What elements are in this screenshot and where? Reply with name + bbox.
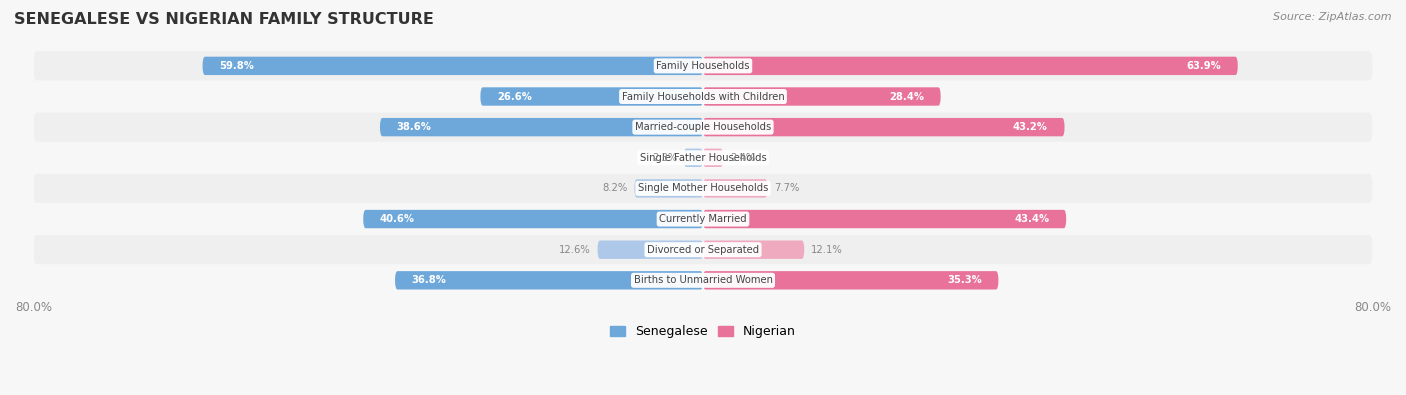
FancyBboxPatch shape [703,210,1066,228]
Text: 12.1%: 12.1% [811,245,842,255]
Text: 35.3%: 35.3% [946,275,981,285]
Text: Family Households with Children: Family Households with Children [621,92,785,102]
Text: Married-couple Households: Married-couple Households [636,122,770,132]
Text: Single Mother Households: Single Mother Households [638,183,768,194]
Text: SENEGALESE VS NIGERIAN FAMILY STRUCTURE: SENEGALESE VS NIGERIAN FAMILY STRUCTURE [14,12,434,27]
Legend: Senegalese, Nigerian: Senegalese, Nigerian [605,320,801,343]
Text: 12.6%: 12.6% [560,245,591,255]
FancyBboxPatch shape [703,56,1237,75]
FancyBboxPatch shape [380,118,703,136]
FancyBboxPatch shape [703,87,941,106]
FancyBboxPatch shape [34,143,1372,172]
FancyBboxPatch shape [481,87,703,106]
Text: 8.2%: 8.2% [602,183,627,194]
Text: 59.8%: 59.8% [219,61,254,71]
Text: 40.6%: 40.6% [380,214,415,224]
FancyBboxPatch shape [703,271,998,290]
Text: 63.9%: 63.9% [1187,61,1220,71]
Text: 38.6%: 38.6% [396,122,432,132]
FancyBboxPatch shape [202,56,703,75]
FancyBboxPatch shape [34,266,1372,295]
Text: 43.2%: 43.2% [1012,122,1047,132]
FancyBboxPatch shape [34,235,1372,264]
FancyBboxPatch shape [703,149,723,167]
Text: 2.3%: 2.3% [652,153,678,163]
FancyBboxPatch shape [634,179,703,198]
FancyBboxPatch shape [34,113,1372,142]
FancyBboxPatch shape [703,118,1064,136]
Text: Family Households: Family Households [657,61,749,71]
Text: Births to Unmarried Women: Births to Unmarried Women [634,275,772,285]
FancyBboxPatch shape [703,241,804,259]
FancyBboxPatch shape [683,149,703,167]
Text: 28.4%: 28.4% [889,92,924,102]
Text: 43.4%: 43.4% [1014,214,1049,224]
FancyBboxPatch shape [363,210,703,228]
FancyBboxPatch shape [395,271,703,290]
Text: 2.4%: 2.4% [730,153,755,163]
Text: Source: ZipAtlas.com: Source: ZipAtlas.com [1274,12,1392,22]
Text: Single Father Households: Single Father Households [640,153,766,163]
Text: 36.8%: 36.8% [412,275,447,285]
FancyBboxPatch shape [34,205,1372,233]
Text: 26.6%: 26.6% [498,92,531,102]
FancyBboxPatch shape [34,82,1372,111]
FancyBboxPatch shape [34,174,1372,203]
FancyBboxPatch shape [598,241,703,259]
FancyBboxPatch shape [34,51,1372,81]
Text: Divorced or Separated: Divorced or Separated [647,245,759,255]
FancyBboxPatch shape [703,179,768,198]
Text: 7.7%: 7.7% [775,183,800,194]
Text: Currently Married: Currently Married [659,214,747,224]
